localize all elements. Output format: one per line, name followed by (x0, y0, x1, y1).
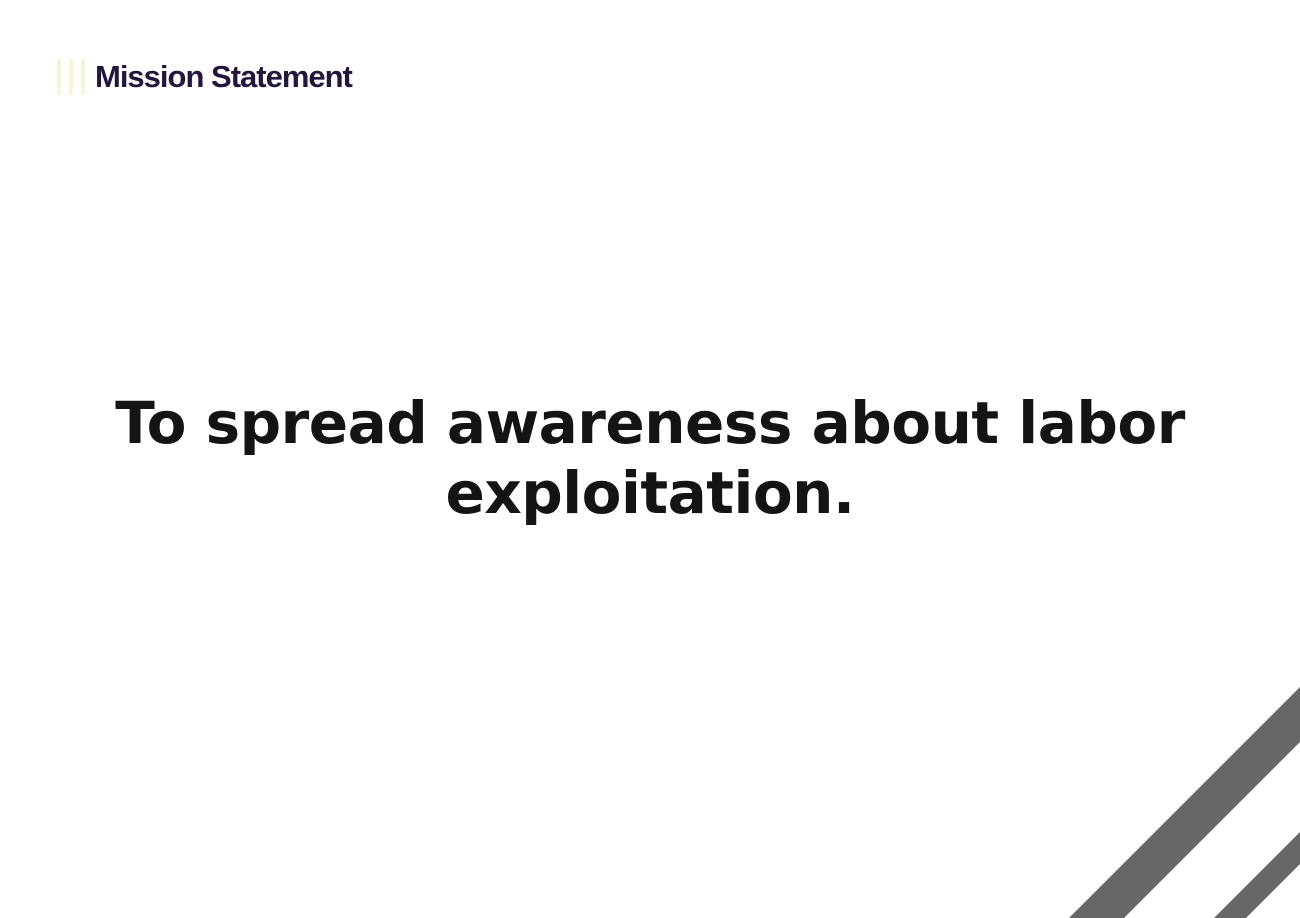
header: Mission Statement (57, 58, 353, 96)
diagonal-stripes-decoration (1069, 687, 1300, 918)
page-title: Mission Statement (95, 59, 353, 94)
accent-bars-icon (57, 59, 85, 95)
stripe-upper (1069, 687, 1300, 918)
stripe-lower (1214, 832, 1300, 918)
mission-statement-text: To spread awareness about labor exploita… (115, 389, 1185, 527)
